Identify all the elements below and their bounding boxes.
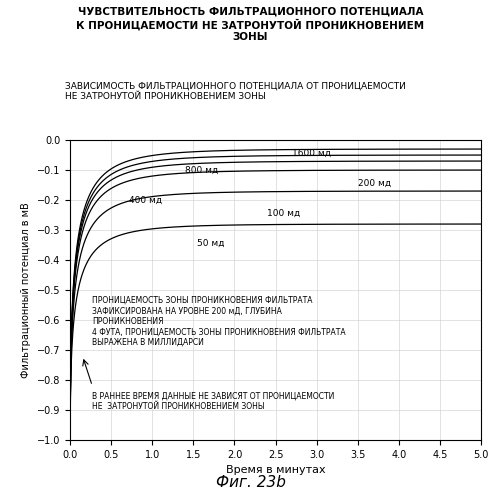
Y-axis label: Фильтрационный потенциал в мВ: Фильтрационный потенциал в мВ (22, 202, 32, 378)
X-axis label: Время в минутах: Время в минутах (226, 466, 325, 475)
Text: 1600 мд: 1600 мд (292, 149, 331, 158)
Text: ЧУВСТВИТЕЛЬНОСТЬ ФИЛЬТРАЦИОННОГО ПОТЕНЦИАЛА
К ПРОНИЦАЕМОСТИ НЕ ЗАТРОНУТОЙ ПРОНИК: ЧУВСТВИТЕЛЬНОСТЬ ФИЛЬТРАЦИОННОГО ПОТЕНЦИ… (77, 7, 424, 42)
Text: 800 мд: 800 мд (185, 166, 218, 174)
Text: Фиг. 23b: Фиг. 23b (215, 475, 286, 490)
Text: ПРОНИЦАЕМОСТЬ ЗОНЫ ПРОНИКНОВЕНИЯ ФИЛЬТРАТА
ЗАФИКСИРОВАНА НА УРОВНЕ 200 мД, ГЛУБИ: ПРОНИЦАЕМОСТЬ ЗОНЫ ПРОНИКНОВЕНИЯ ФИЛЬТРА… (92, 296, 346, 346)
Text: 100 мд: 100 мд (268, 209, 301, 218)
Text: 50 мд: 50 мд (197, 239, 225, 248)
Text: В РАННЕЕ ВРЕМЯ ДАННЫЕ НЕ ЗАВИСЯТ ОТ ПРОНИЦАЕМОСТИ
НЕ  ЗАТРОНУТОЙ ПРОНИКНОВЕНИЕМ : В РАННЕЕ ВРЕМЯ ДАННЫЕ НЕ ЗАВИСЯТ ОТ ПРОН… (92, 392, 335, 411)
Text: 200 мд: 200 мд (358, 179, 391, 188)
Text: 400 мд: 400 мд (129, 196, 162, 204)
Text: ЗАВИСИМОСТЬ ФИЛЬТРАЦИОННОГО ПОТЕНЦИАЛА ОТ ПРОНИЦАЕМОСТИ
НЕ ЗАТРОНУТОЙ ПРОНИКНОВЕ: ЗАВИСИМОСТЬ ФИЛЬТРАЦИОННОГО ПОТЕНЦИАЛА О… (65, 81, 406, 100)
